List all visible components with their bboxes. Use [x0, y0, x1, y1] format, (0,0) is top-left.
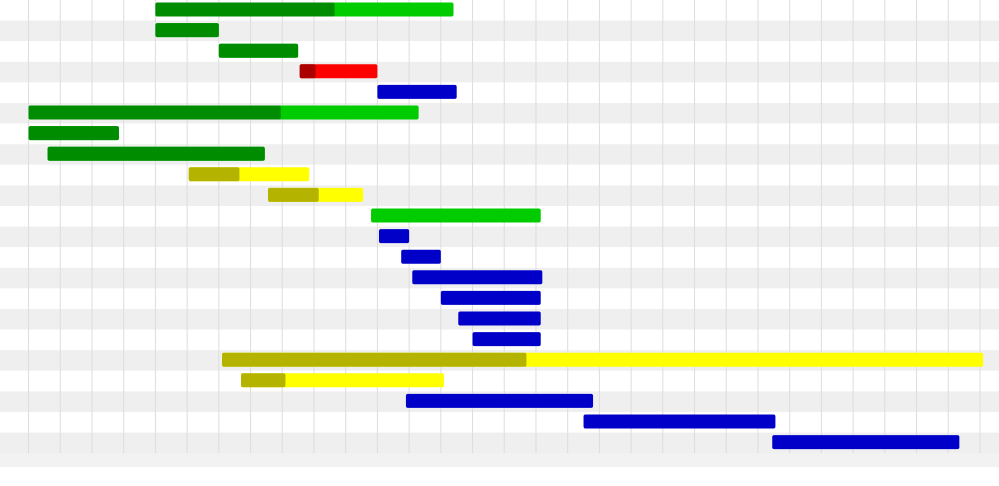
task-bar — [583, 414, 776, 429]
task-bar — [377, 84, 457, 99]
row-stripe — [0, 123, 999, 145]
task-bar — [772, 435, 960, 450]
task-bar — [412, 270, 543, 285]
row-stripe — [0, 370, 999, 392]
task-progress — [155, 2, 335, 17]
task-progress — [267, 187, 319, 202]
task-bar — [405, 393, 594, 408]
footer-strip — [0, 453, 999, 467]
task-bar — [472, 332, 541, 347]
row-stripe — [0, 82, 999, 103]
row-stripe — [0, 226, 999, 248]
task-bar — [371, 208, 541, 223]
row-stripe — [0, 412, 999, 433]
task-progress — [188, 167, 240, 182]
task-progress — [155, 23, 219, 38]
row-stripe — [0, 0, 999, 21]
row-stripe — [0, 164, 999, 186]
task-progress — [222, 352, 527, 367]
task-bar — [458, 311, 541, 326]
task-progress — [241, 373, 286, 388]
task-progress — [299, 64, 316, 79]
row-stripe — [0, 20, 999, 42]
row-stripe — [0, 247, 999, 268]
task-bar — [440, 290, 541, 305]
task-bar — [401, 249, 441, 264]
task-bar — [241, 373, 444, 388]
task-progress — [28, 105, 281, 120]
row-stripe — [0, 185, 999, 206]
task-bar — [378, 229, 410, 244]
task-progress — [28, 126, 119, 141]
row-stripe — [0, 432, 999, 454]
task-progress — [47, 146, 265, 161]
row-stripe — [0, 41, 999, 62]
task-bar — [299, 64, 378, 79]
task-progress — [218, 43, 299, 58]
row-stripe — [0, 61, 999, 83]
